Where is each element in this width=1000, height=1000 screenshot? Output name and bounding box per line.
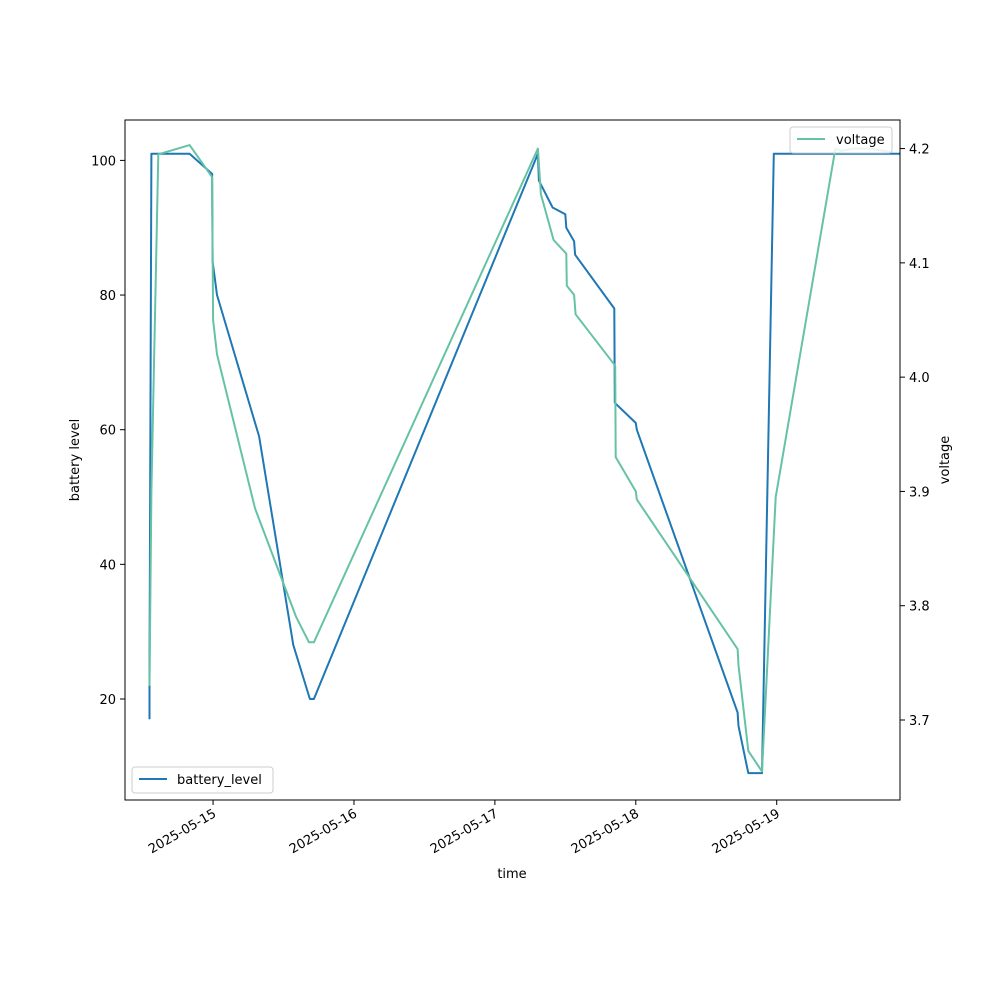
y2-tick-label: 4.1 (909, 257, 930, 272)
y-tick-label: 80 (99, 289, 116, 304)
x-tick-label: 2025-05-15 (146, 806, 219, 857)
series-line-battery-level (148, 152, 900, 775)
y-axis-label: battery level (68, 419, 83, 502)
y2-tick-label: 4.0 (909, 371, 930, 386)
y2-tick-label: 3.7 (909, 714, 930, 729)
legend-label-battery-level: battery_level (177, 773, 262, 788)
y2-tick-label: 3.9 (909, 485, 930, 500)
x-axis-label: time (497, 867, 526, 882)
x-tick-label: 2025-05-18 (569, 806, 642, 857)
legend-label-voltage: voltage (836, 133, 885, 148)
y2-tick-label: 4.2 (909, 143, 930, 158)
y-tick-label: 40 (99, 558, 116, 573)
x-tick-label: 2025-05-19 (710, 806, 783, 857)
legend-frame (131, 766, 274, 794)
y2-tick-label: 3.8 (909, 600, 930, 615)
series-lines (148, 144, 900, 775)
x-axis-ticks: 2025-05-15 2025-05-16 2025-05-17 2025-05-18… (146, 800, 783, 857)
plot-frame (124, 119, 901, 801)
legend-battery-level: battery_level (131, 766, 274, 794)
y-tick-label: 100 (91, 154, 116, 169)
x-tick-label: 2025-05-16 (287, 806, 360, 857)
y-tick-label: 60 (99, 424, 116, 439)
series-line-voltage (148, 144, 891, 773)
legend-frame (789, 126, 893, 154)
legend-voltage: voltage (789, 126, 893, 154)
y2-axis-ticks: 3.7 3.8 3.9 4.0 4.1 4.2 (900, 143, 930, 729)
y-tick-label: 20 (99, 693, 116, 708)
y2-axis-label: voltage (938, 436, 953, 485)
y-axis-ticks: 20 40 60 80 100 (91, 154, 125, 708)
x-tick-label: 2025-05-17 (428, 806, 501, 857)
